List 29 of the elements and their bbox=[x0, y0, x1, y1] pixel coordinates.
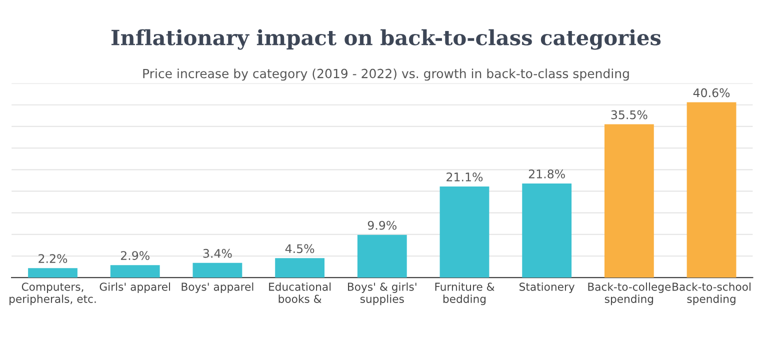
x-tick-label: Back-to-college spending bbox=[588, 282, 671, 306]
bar bbox=[28, 268, 78, 278]
data-label: 21.1% bbox=[446, 172, 483, 182]
x-tick-label: Educational books & bbox=[269, 282, 331, 303]
data-label: 40.6% bbox=[693, 88, 730, 98]
bar bbox=[522, 183, 572, 278]
data-label: 35.5% bbox=[611, 110, 648, 120]
x-tick-label: Furniture & bedding bbox=[435, 282, 494, 306]
data-label: 2.2% bbox=[38, 254, 68, 264]
chart-title: Inflationary impact on back-to-class categories bbox=[112, 29, 661, 50]
bar bbox=[440, 186, 490, 278]
data-label: 4.5% bbox=[285, 244, 314, 254]
bar bbox=[357, 234, 407, 278]
bar bbox=[275, 258, 324, 278]
chart-subtitle: Price increase by category (2019 - 2022) vs. growth in back-to-class spending bbox=[143, 68, 629, 81]
x-tick-label: Back-to-school spending bbox=[672, 282, 750, 306]
data-label: 21.8% bbox=[528, 169, 565, 178]
bar bbox=[192, 262, 242, 278]
bar bbox=[110, 265, 160, 278]
data-label: 3.4% bbox=[203, 248, 232, 258]
x-tick-label: Boys' apparel bbox=[182, 282, 254, 293]
data-label: 2.9% bbox=[120, 251, 150, 260]
bar bbox=[686, 102, 736, 278]
data-label: 9.9% bbox=[368, 220, 396, 230]
x-tick-label: Girls' apparel bbox=[100, 282, 170, 293]
x-tick-label: Boys' & girls' supplies bbox=[348, 282, 416, 306]
x-tick-label: Stationery bbox=[520, 282, 575, 293]
x-tick-label: Computers, peripherals, etc. bbox=[10, 282, 96, 306]
bar bbox=[604, 124, 654, 278]
